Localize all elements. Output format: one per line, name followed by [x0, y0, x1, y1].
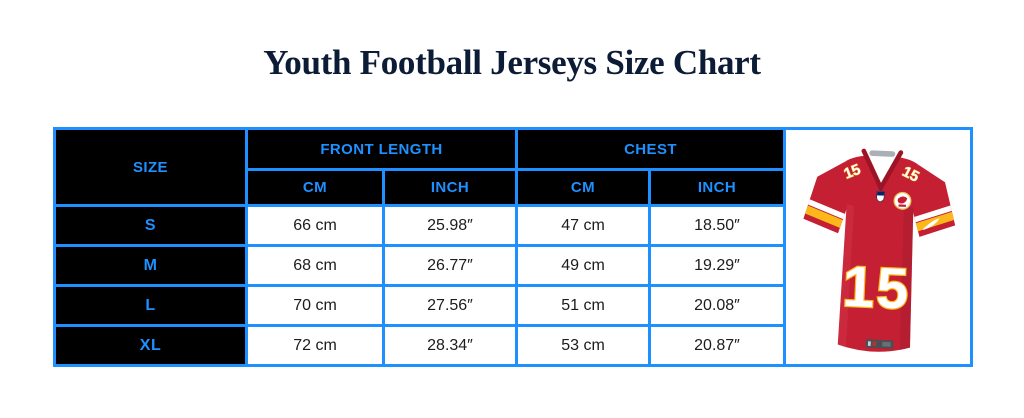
front-length-cm-cell: 70 cm — [245, 284, 385, 327]
chest-cm-cell: 53 cm — [515, 324, 651, 367]
col-header-front-cm: CM — [245, 168, 385, 207]
jersey-left-sleeve — [802, 161, 852, 234]
front-length-inch-cell: 26.77″ — [382, 244, 518, 287]
col-header-size: SIZE — [53, 127, 248, 207]
chiefs-logo-icon — [893, 191, 912, 210]
chest-cm-cell: 49 cm — [515, 244, 651, 287]
jersey-collar-trim — [861, 148, 904, 193]
jersey-jock-tag — [865, 339, 894, 349]
front-length-inch-cell: 25.98″ — [382, 204, 518, 247]
chest-cm-cell: 51 cm — [515, 284, 651, 327]
nike-swoosh-icon — [922, 218, 940, 230]
jersey-image: 15 15 15 — [802, 148, 958, 352]
table-row-l: L 70 cm 27.56″ 51 cm 20.08″ — [53, 284, 972, 327]
nfl-shield-icon — [876, 191, 885, 203]
front-length-inch-cell: 28.34″ — [382, 324, 518, 367]
chest-inch-cell: 18.50″ — [648, 204, 786, 247]
table-row-s: S 66 cm 25.98″ 47 cm 18.50″ — [53, 204, 972, 247]
col-header-chest-cm: CM — [515, 168, 651, 207]
front-length-cm-cell: 72 cm — [245, 324, 385, 367]
col-header-chest-inch: INCH — [648, 168, 786, 207]
page-title: Youth Football Jerseys Size Chart — [263, 43, 761, 82]
front-length-inch-cell: 27.56″ — [382, 284, 518, 327]
table-row-m: M 68 cm 26.77″ 49 cm 19.29″ — [53, 244, 972, 287]
front-length-cm-cell: 68 cm — [245, 244, 385, 287]
chest-inch-cell: 20.08″ — [648, 284, 786, 327]
col-header-front-length: FRONT LENGTH — [245, 127, 518, 171]
size-cell: XL — [53, 324, 248, 367]
table-row-xl: XL 72 cm 28.34″ 53 cm 20.87″ — [53, 324, 972, 367]
jersey-shoulder-number-left: 15 — [842, 162, 863, 183]
size-cell: S — [53, 204, 248, 247]
size-chart-table: SIZE FRONT LENGTH CHEST — [53, 127, 973, 367]
chest-inch-cell: 19.29″ — [648, 244, 786, 287]
jersey-shoulder-number-right: 15 — [899, 164, 921, 186]
jersey-number: 15 — [841, 255, 911, 322]
size-cell: M — [53, 244, 248, 287]
front-length-cm-cell: 66 cm — [245, 204, 385, 247]
jersey-inner-collar — [869, 150, 896, 157]
size-cell: L — [53, 284, 248, 327]
chest-cm-cell: 47 cm — [515, 204, 651, 247]
jersey-image-cell: 15 15 15 — [783, 127, 973, 367]
col-header-front-inch: INCH — [382, 168, 518, 207]
col-header-chest: CHEST — [515, 127, 786, 171]
chest-inch-cell: 20.87″ — [648, 324, 786, 367]
